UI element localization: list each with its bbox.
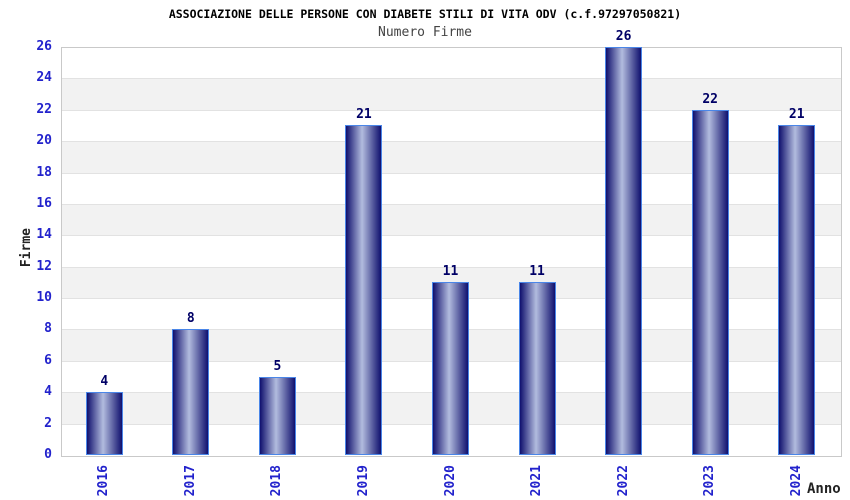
bar-2023 — [691, 109, 729, 455]
gridline — [62, 78, 841, 80]
gridline — [62, 109, 841, 111]
bar-value-label: 11 — [529, 264, 545, 280]
bar-value-label: 22 — [702, 91, 718, 107]
y-tick-label: 22 — [36, 101, 52, 117]
bar-2016 — [85, 392, 123, 455]
chart-subtitle: Numero Firme — [378, 25, 472, 40]
y-tick-label: 26 — [36, 39, 52, 54]
gridline — [62, 266, 841, 268]
bar-2019 — [345, 125, 383, 455]
x-tick-label: 2017 — [182, 465, 198, 497]
bar-value-label: 21 — [356, 107, 372, 123]
grid-band — [62, 48, 841, 80]
x-tick-label: 2020 — [442, 465, 458, 497]
bar-2020 — [432, 282, 469, 455]
x-tick-label: 2021 — [529, 465, 545, 497]
y-tick-label: 4 — [44, 384, 52, 400]
gridline — [62, 235, 841, 237]
y-tick-label: 2 — [44, 415, 52, 431]
gridline — [62, 141, 841, 143]
y-tick-label: 18 — [36, 164, 52, 180]
y-tick-label: 6 — [44, 352, 52, 368]
y-tick-label: 20 — [36, 133, 52, 149]
y-tick-label: 8 — [44, 321, 52, 337]
bar-value-label: 5 — [273, 358, 282, 374]
x-tick-label: 2018 — [269, 465, 285, 497]
x-tick-label: 2019 — [355, 465, 371, 497]
bar-2018 — [258, 376, 296, 455]
y-tick-label: 10 — [36, 290, 52, 306]
y-tick-label: 16 — [36, 195, 52, 211]
bar-value-label: 21 — [788, 107, 805, 123]
bar-value-label: 26 — [615, 29, 632, 44]
x-tick-label: 2023 — [702, 465, 718, 497]
gridline — [62, 172, 841, 174]
x-tick-label: 2024 — [788, 465, 804, 497]
bar-2021 — [518, 282, 556, 455]
gridline — [62, 203, 841, 205]
bar-value-label: 8 — [186, 311, 195, 327]
x-axis-title: Anno — [807, 481, 841, 497]
y-tick-label: 24 — [36, 70, 52, 86]
grid-band — [62, 79, 841, 111]
x-tick-label: 2022 — [615, 465, 631, 497]
y-tick-label: 0 — [44, 447, 52, 462]
bar-value-label: 11 — [442, 264, 459, 280]
bar-2022 — [605, 47, 643, 455]
x-tick-label: 2016 — [96, 465, 112, 497]
chart-title: ASSOCIAZIONE DELLE PERSONE CON DIABETE S… — [168, 7, 682, 21]
y-tick-label: 12 — [36, 258, 52, 274]
bar-2017 — [172, 329, 210, 455]
bar-value-label: 4 — [100, 374, 109, 390]
y-tick-label: 14 — [36, 227, 52, 243]
bar-2024 — [778, 125, 816, 455]
